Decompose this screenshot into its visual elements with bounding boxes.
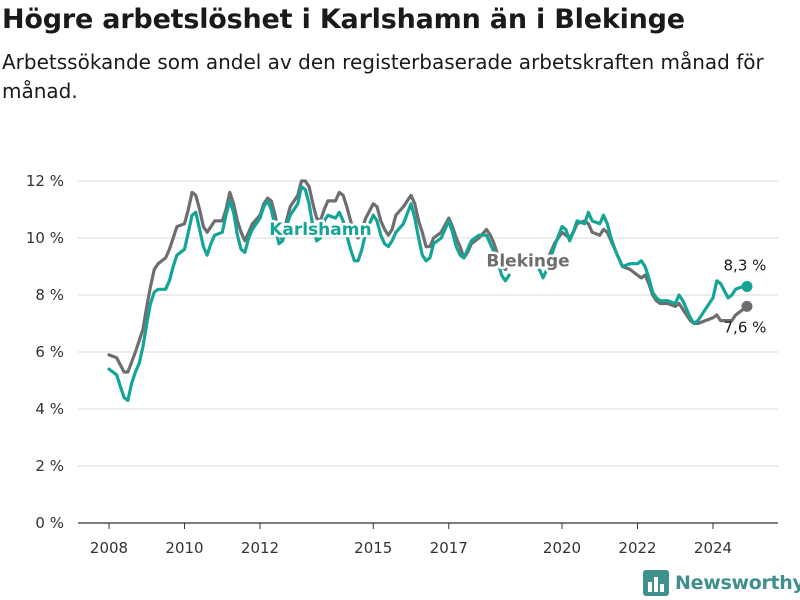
- karlshamn-series-line: [107, 185, 511, 402]
- blekinge-end-value-label: 7,6 %: [724, 318, 767, 336]
- karlshamn-series-label: Karlshamn: [269, 220, 371, 240]
- blekinge-end-point: [741, 300, 753, 312]
- chart-title: Högre arbetslöshet i Karlshamn än i Blek…: [2, 4, 685, 35]
- karlshamn-end-value-label: 8,3 %: [724, 256, 767, 274]
- x-tick-label: 2008: [90, 539, 128, 557]
- blekinge-series-label: Blekinge: [486, 252, 569, 272]
- bar-chart-logo-icon: [643, 570, 669, 596]
- x-tick-label: 2020: [543, 539, 581, 557]
- y-tick-label: 8 %: [35, 286, 64, 304]
- newsworthy-logo: Newsworthy: [643, 570, 800, 596]
- y-tick-label: 12 %: [26, 172, 64, 190]
- brand-name: Newsworthy: [675, 572, 800, 594]
- x-tick-label: 2024: [694, 539, 732, 557]
- x-tick-label: 2022: [618, 539, 656, 557]
- x-tick-label: 2010: [165, 539, 203, 557]
- y-tick-label: 2 %: [35, 457, 64, 475]
- x-tick-label: 2015: [354, 539, 392, 557]
- x-tick-label: 2017: [430, 539, 468, 557]
- blekinge-series-line: [107, 179, 511, 374]
- chart-subtitle: Arbetssökande som andel av den registerb…: [2, 50, 764, 103]
- x-tick-label: 2012: [241, 539, 279, 557]
- y-tick-label: 6 %: [35, 343, 64, 361]
- karlshamn-end-point: [741, 280, 753, 292]
- karlshamn-series-line: [537, 210, 749, 326]
- y-tick-label: 4 %: [35, 400, 64, 418]
- y-tick-label: 10 %: [26, 229, 64, 247]
- y-tick-label: 0 %: [35, 514, 64, 532]
